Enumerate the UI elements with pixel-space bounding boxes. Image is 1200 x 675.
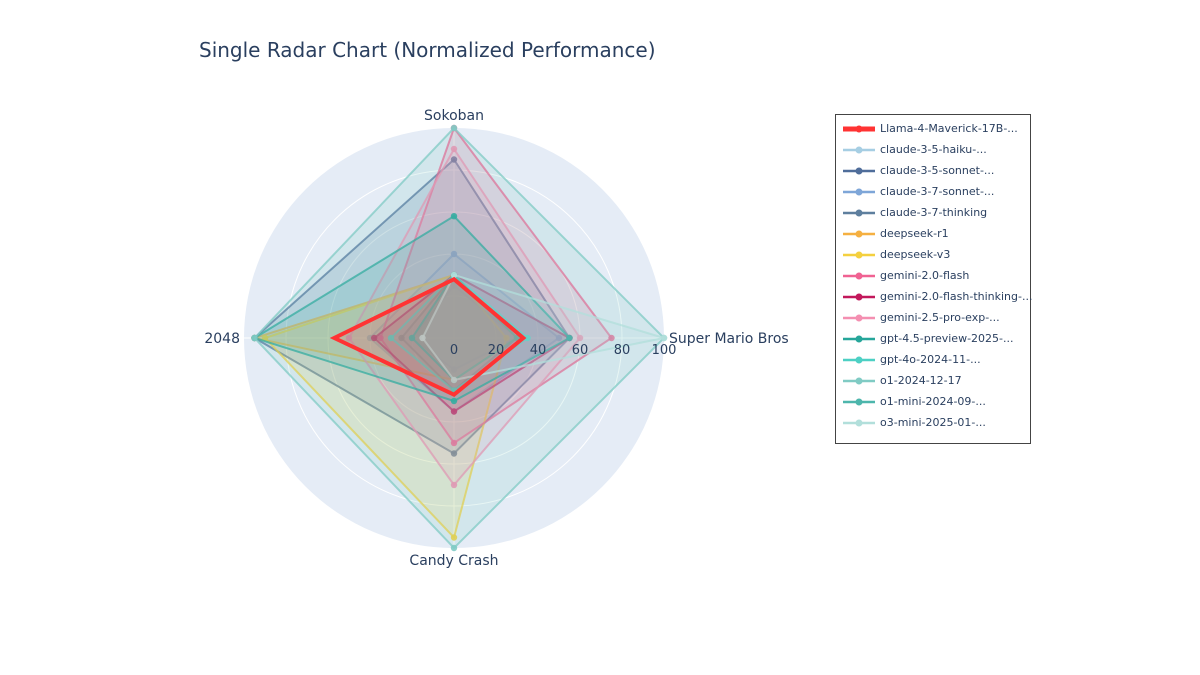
data-point (608, 334, 615, 342)
data-point (371, 334, 378, 342)
legend-item[interactable]: gemini-2.0-flash (836, 265, 1030, 286)
chart-title: Single Radar Chart (Normalized Performan… (199, 38, 656, 62)
legend-item[interactable]: o1-2024-12-17 (836, 370, 1030, 391)
data-point (450, 408, 458, 415)
series-llama-4-maverick-17b (329, 276, 527, 398)
legend-swatch (843, 167, 875, 174)
data-point (566, 334, 573, 342)
data-point (660, 334, 668, 342)
data-point (345, 334, 353, 342)
legend-label: claude-3-5-sonnet-... (880, 164, 995, 177)
legend-swatch (843, 356, 875, 363)
legend-item[interactable]: gemini-2.0-flash-thinking-... (836, 286, 1033, 307)
tick-label: 20 (488, 343, 505, 358)
legend-item[interactable]: gpt-4o-2024-11-... (836, 349, 1030, 370)
legend-label: o3-mini-2025-01-... (880, 416, 986, 429)
legend-swatch (843, 251, 875, 258)
data-point (450, 534, 458, 541)
legend-swatch (843, 272, 875, 279)
legend: Llama-4-Maverick-17B-... claude-3-5-haiku… (835, 114, 1033, 444)
axis-label: Sokoban (424, 108, 484, 124)
legend-swatch (843, 335, 875, 342)
legend-swatch (843, 146, 875, 153)
legend-swatch (843, 314, 875, 321)
legend-swatch (843, 230, 875, 237)
legend-item[interactable]: Llama-4-Maverick-17B-... (836, 118, 1030, 139)
tick-label: 60 (572, 343, 589, 358)
series-o1-2024-12-17 (251, 124, 668, 552)
data-point (408, 334, 416, 342)
legend-item[interactable]: deepseek-r1 (836, 223, 1030, 244)
legend-label: Llama-4-Maverick-17B-... (880, 122, 1018, 135)
legend-item[interactable]: gpt-4.5-preview-2025-... (836, 328, 1030, 349)
legend-label: deepseek-r1 (880, 227, 949, 240)
data-point (450, 366, 458, 373)
legend-item[interactable]: gemini-2.5-pro-exp-... (836, 307, 1030, 328)
data-point (450, 450, 458, 457)
data-point (450, 250, 458, 258)
legend-label: claude-3-5-haiku-... (880, 143, 987, 156)
data-point (503, 334, 510, 342)
legend-item[interactable]: o3-mini-2025-01-... (836, 412, 1030, 433)
legend-swatch (843, 125, 875, 132)
legend-item[interactable]: claude-3-5-sonnet-... (836, 160, 1030, 181)
data-point (251, 334, 258, 342)
legend-label: claude-3-7-sonnet-... (880, 185, 995, 198)
legend-label: deepseek-v3 (880, 248, 951, 261)
data-point (576, 334, 584, 342)
tick-label: 0 (450, 343, 458, 358)
series-area (329, 276, 527, 398)
tick-label: 80 (614, 343, 631, 358)
legend-item[interactable]: claude-3-5-haiku-... (836, 139, 1030, 160)
legend-item[interactable]: o1-mini-2024-09-... (836, 391, 1030, 412)
series-layer (250, 124, 668, 552)
legend-label: gemini-2.5-pro-exp-... (880, 311, 1000, 324)
legend-label: claude-3-7-thinking (880, 206, 988, 219)
data-point (450, 481, 458, 489)
tick-label: 100 (652, 343, 677, 358)
axis-label: 2048 (204, 331, 240, 347)
legend-swatch (843, 209, 875, 216)
data-point (387, 334, 395, 342)
legend-label: gemini-2.0-flash (880, 269, 970, 282)
legend-label: o1-mini-2024-09-... (880, 395, 986, 408)
legend-item[interactable]: claude-3-7-thinking (836, 202, 1030, 223)
legend-label: gpt-4o-2024-11-... (880, 353, 981, 366)
legend-item[interactable]: claude-3-7-sonnet-... (836, 181, 1030, 202)
tick-label: 40 (530, 343, 547, 358)
legend-swatch (843, 398, 875, 405)
data-point (419, 334, 426, 342)
legend-item[interactable]: deepseek-v3 (836, 244, 1030, 265)
data-point (261, 334, 269, 342)
legend-swatch (843, 377, 875, 384)
axis-label: Super Mario Bros (669, 331, 789, 347)
data-point (450, 213, 458, 220)
data-point (377, 334, 384, 342)
legend-swatch (843, 419, 875, 426)
data-point (524, 334, 531, 342)
legend-label: gemini-2.0-flash-thinking-... (880, 290, 1033, 303)
legend-label: o1-2024-12-17 (880, 374, 962, 387)
data-point (450, 156, 458, 163)
data-point (450, 124, 458, 132)
data-point (450, 271, 458, 279)
legend-label: gpt-4.5-preview-2025-... (880, 332, 1014, 345)
data-point (450, 145, 458, 153)
legend-swatch (843, 188, 875, 195)
radial-ticks: 0 20 40 60 80 100 (450, 343, 677, 358)
data-point (450, 282, 458, 289)
series-gemini-2-5-pro-exp (345, 145, 584, 489)
data-point (398, 334, 405, 342)
data-point (450, 439, 458, 447)
legend-swatch (843, 293, 875, 300)
series-gemini-2-0-flash-thinking (371, 271, 573, 415)
axis-labels: Super Mario Bros Sokoban 2048 Candy Crash (204, 108, 788, 569)
data-point (450, 397, 458, 405)
data-point (555, 334, 563, 342)
axis-label: Candy Crash (409, 553, 498, 569)
data-point (450, 376, 458, 384)
data-point (450, 544, 458, 552)
